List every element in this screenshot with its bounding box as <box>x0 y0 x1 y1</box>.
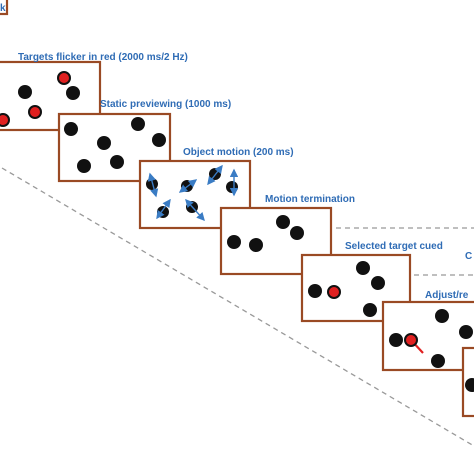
dot <box>435 309 449 323</box>
step-label: Adjust/re <box>425 290 469 301</box>
step-label: Motion termination <box>265 194 355 205</box>
diagonal-dash <box>1 167 474 447</box>
dot <box>18 85 32 99</box>
dot <box>227 235 241 249</box>
dot <box>66 86 80 100</box>
dot <box>97 136 111 150</box>
dot <box>77 159 91 173</box>
dot <box>363 303 377 317</box>
dot <box>276 215 290 229</box>
dot <box>110 155 124 169</box>
dot <box>0 113 10 127</box>
dot <box>57 71 71 85</box>
dot <box>28 105 42 119</box>
dot <box>327 285 341 299</box>
step-label: C <box>465 251 472 262</box>
arrow <box>156 198 171 220</box>
dot <box>371 276 385 290</box>
dot <box>249 238 263 252</box>
arrow <box>207 164 223 186</box>
motion-arrows <box>147 164 239 222</box>
dot <box>308 284 322 298</box>
dot <box>356 261 370 275</box>
arrow <box>178 179 198 193</box>
arrow <box>185 198 205 222</box>
dot <box>431 354 445 368</box>
dot <box>152 133 166 147</box>
guides <box>1 167 474 447</box>
step-label: Static previewing (1000 ms) <box>100 99 231 110</box>
dot <box>226 181 238 193</box>
dot <box>389 333 403 347</box>
panel <box>0 0 9 16</box>
dot <box>131 117 145 131</box>
step-label: k <box>0 3 6 14</box>
dot <box>404 333 418 347</box>
arrow <box>147 172 159 198</box>
labels: k Targets flicker in red (2000 ms/2 Hz) … <box>0 3 472 301</box>
step-label: Object motion (200 ms) <box>183 147 294 158</box>
dot <box>465 378 474 392</box>
dot <box>459 325 473 339</box>
dot <box>64 122 78 136</box>
step-label: Targets flicker in red (2000 ms/2 Hz) <box>18 52 188 63</box>
step-label: Selected target cued <box>345 241 443 252</box>
dot <box>290 226 304 240</box>
